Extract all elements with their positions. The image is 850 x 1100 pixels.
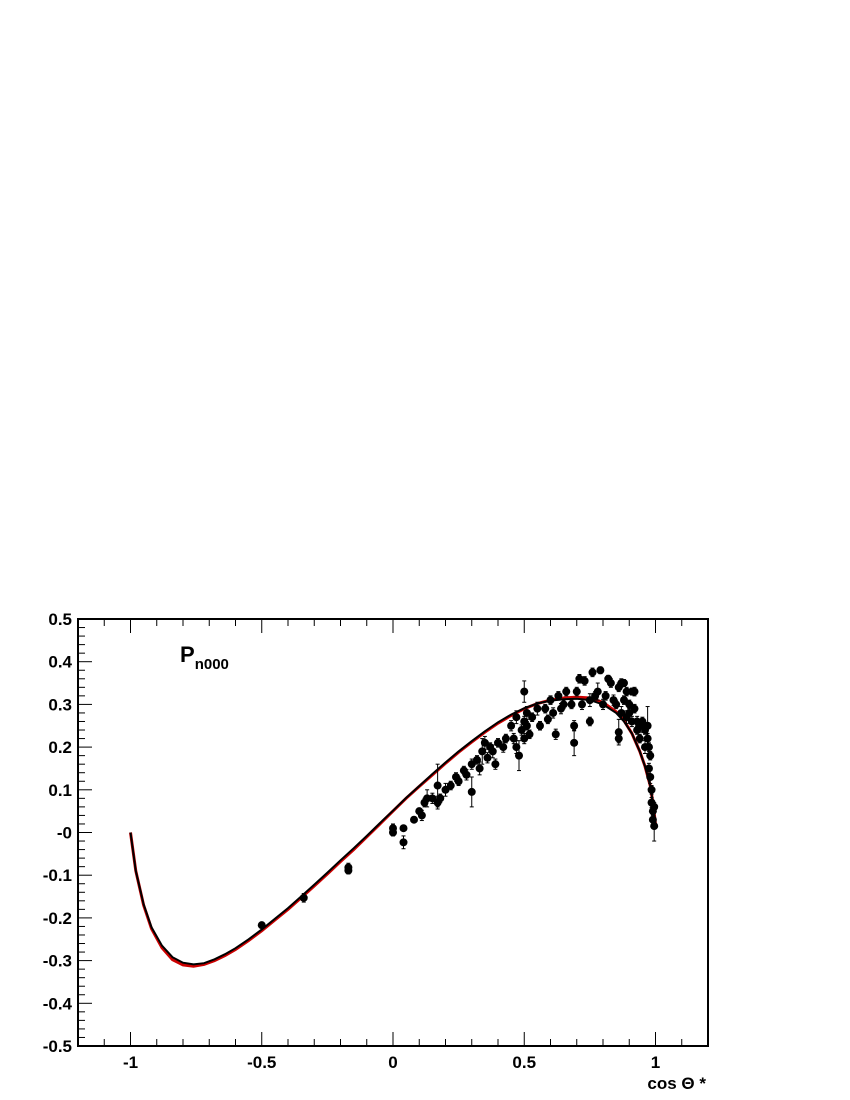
data-point <box>257 921 266 930</box>
plot-annotation: Pn000 <box>180 642 229 673</box>
data-point <box>399 824 408 833</box>
data-point <box>648 815 657 824</box>
data-point <box>520 687 529 696</box>
data-point <box>509 734 518 743</box>
data-point <box>483 753 492 762</box>
data-point <box>650 822 659 831</box>
data-point <box>647 785 656 794</box>
x-tick-label: 0 <box>388 1053 397 1072</box>
data-point <box>488 747 497 756</box>
data-point <box>570 738 579 747</box>
data-point <box>410 815 418 824</box>
data-point <box>551 730 560 739</box>
data-point <box>559 700 568 709</box>
data-point <box>635 734 644 743</box>
data-point <box>536 721 544 730</box>
data-point <box>601 691 610 700</box>
data-point <box>515 751 523 760</box>
y-tick-label: -0.5 <box>43 1037 72 1056</box>
x-tick-label: -1 <box>123 1053 138 1072</box>
data-point <box>646 772 655 781</box>
error-bars <box>259 666 657 929</box>
data-point <box>507 721 516 730</box>
data-point <box>593 687 602 696</box>
data-point <box>614 728 623 737</box>
x-tick-label: 1 <box>651 1053 660 1072</box>
data-point <box>454 777 463 786</box>
y-tick-labels: 0.5 0.4 0.3 0.2 0.1 -0 -0.1 -0.2 -0.3 -0.4 -0.5 <box>43 610 73 1056</box>
annotation-main: P <box>180 642 195 667</box>
data-point <box>646 751 655 760</box>
data-point <box>599 700 607 709</box>
data-point <box>417 811 426 820</box>
data-points <box>257 666 659 930</box>
data-point <box>525 730 534 739</box>
data-point <box>643 721 652 730</box>
data-point <box>630 687 639 696</box>
y-tick-label: -0.4 <box>43 994 73 1013</box>
data-point <box>491 760 500 769</box>
y-tick-label: 0.2 <box>48 738 72 757</box>
y-tick-label: 0.3 <box>48 695 72 714</box>
data-point <box>606 679 615 688</box>
y-tick-label: -0 <box>57 824 72 843</box>
data-point <box>533 704 542 713</box>
data-point <box>643 734 652 743</box>
data-point <box>650 802 659 811</box>
data-point <box>580 676 589 685</box>
x-tick-label: 0.5 <box>512 1053 536 1072</box>
data-point <box>512 743 521 752</box>
data-point <box>596 666 605 675</box>
y-tick-label: -0.3 <box>43 952 72 971</box>
data-point <box>562 687 571 696</box>
data-point <box>549 708 558 717</box>
data-point <box>522 721 531 730</box>
y-tick-label: 0.1 <box>48 781 72 800</box>
annotation-subscript: n000 <box>195 656 229 673</box>
data-point <box>475 764 484 773</box>
data-point <box>612 700 621 709</box>
data-point <box>614 734 623 743</box>
x-axis-title: cos Θ * <box>647 1074 706 1093</box>
y-tick-label: 0.5 <box>48 610 72 629</box>
data-point <box>501 734 510 743</box>
data-point <box>546 696 555 705</box>
y-tick-label: -0.1 <box>43 866 72 885</box>
data-point <box>644 743 653 752</box>
data-point <box>344 866 353 875</box>
data-point <box>572 687 581 696</box>
data-point <box>543 715 552 724</box>
data-point <box>299 893 308 902</box>
data-point <box>478 747 487 756</box>
data-point <box>389 828 397 837</box>
x-tick-label: -0.5 <box>247 1053 276 1072</box>
data-point <box>570 721 579 730</box>
data-point <box>588 668 597 677</box>
data-point <box>446 781 455 790</box>
data-point <box>585 717 594 726</box>
data-point <box>462 770 471 779</box>
data-point <box>473 755 481 764</box>
data-point <box>528 713 537 722</box>
y-tick-label: 0.4 <box>48 653 72 672</box>
data-point <box>554 691 563 700</box>
x-tick-labels: -1 -0.5 0 0.5 1 <box>123 1053 660 1072</box>
data-point <box>541 704 550 713</box>
y-tick-label: -0.2 <box>43 909 72 928</box>
data-point <box>644 764 653 773</box>
data-point <box>567 700 576 709</box>
data-point <box>436 794 445 803</box>
data-point <box>499 743 508 752</box>
data-point <box>578 700 586 709</box>
data-point <box>630 704 639 713</box>
data-point <box>467 787 476 796</box>
axis-ticks <box>77 618 709 1047</box>
data-point <box>433 781 442 790</box>
data-point <box>620 679 628 688</box>
data-point <box>512 713 521 722</box>
data-point <box>399 838 408 847</box>
